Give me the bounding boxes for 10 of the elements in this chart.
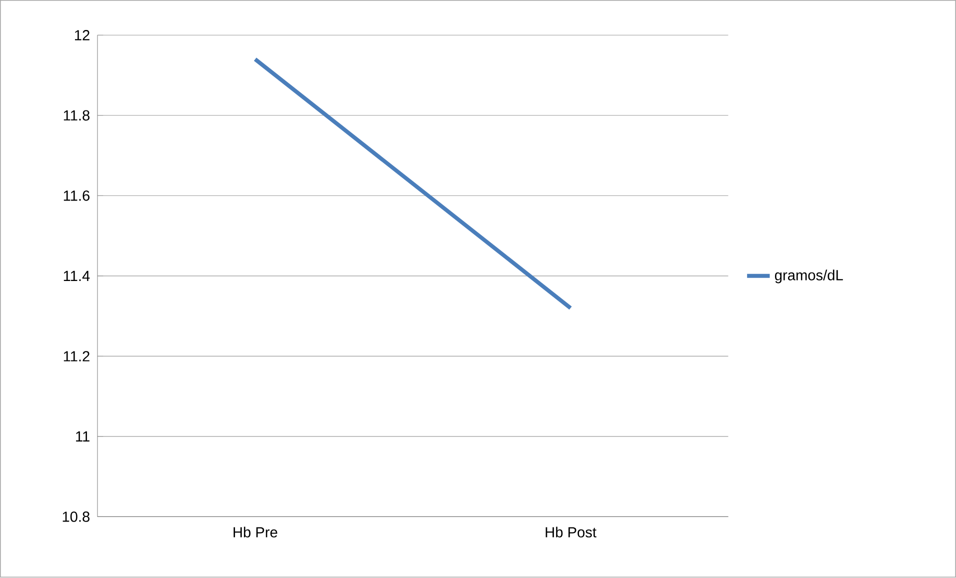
y-tick-label: 10.8 [62, 512, 90, 522]
y-tick-label: 11 [76, 432, 90, 442]
legend-label: gramos/dL [774, 270, 843, 284]
y-tick-label: 11.6 [64, 190, 90, 202]
y-tick-label: 11.8 [64, 110, 90, 121]
x-tick-label: Hb Pre [234, 526, 278, 538]
y-tick-label: 11.4 [64, 271, 90, 282]
y-tick-label: 11.2 [64, 351, 90, 362]
y-tick-label: 12 [74, 30, 90, 40]
x-tick-label: Hb Post [546, 526, 596, 538]
